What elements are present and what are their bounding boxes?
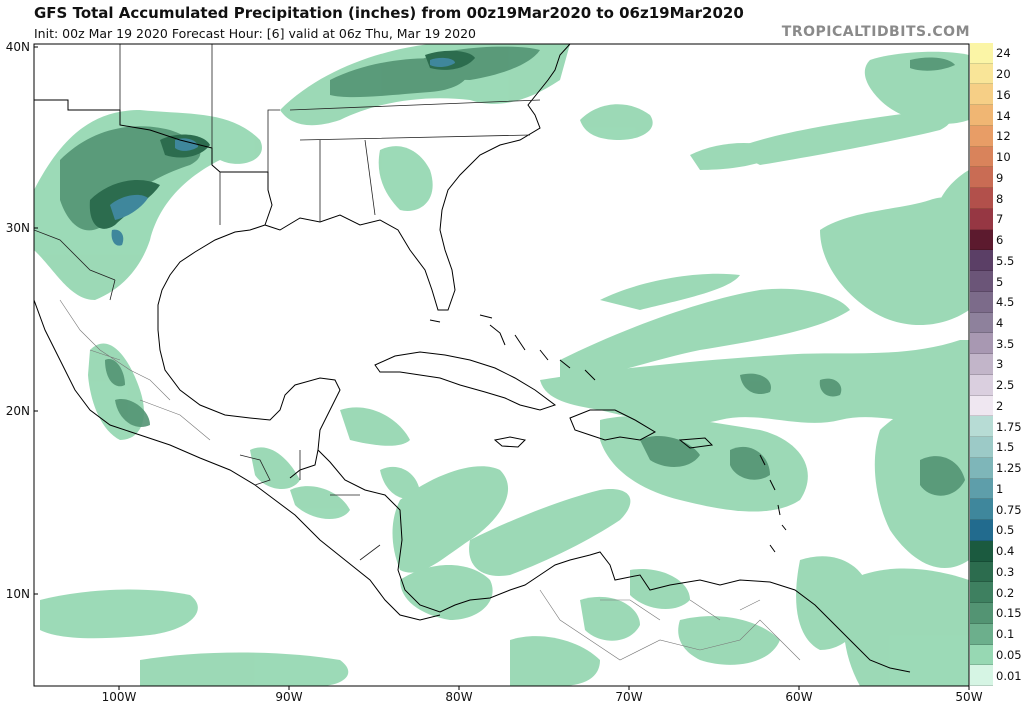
legend-entry: 5.5	[970, 250, 1024, 272]
legend-swatch	[970, 271, 993, 292]
legend-entry: 3	[970, 354, 1024, 375]
political-borders	[34, 44, 541, 561]
longitude-label: 100W	[102, 690, 137, 704]
legend-entry: 16	[970, 84, 1024, 106]
legend-swatch	[970, 84, 993, 106]
legend-entry: 3.5	[970, 333, 1024, 355]
legend-entry: 24	[970, 43, 1024, 64]
map-frame	[33, 43, 970, 687]
precipitation-layer	[34, 44, 969, 686]
legend-swatch	[970, 520, 993, 541]
longitude-label: 70W	[615, 690, 642, 704]
longitude-label: 60W	[785, 690, 812, 704]
legend-entry: 7	[970, 208, 1024, 230]
longitude-label: 90W	[275, 690, 302, 704]
legend-entry: 0.15	[970, 603, 1024, 624]
latitude-label: 30N	[6, 221, 30, 235]
legend-entry: 0.01	[970, 665, 1024, 686]
legend-swatch	[970, 457, 993, 479]
legend-swatch	[970, 312, 993, 334]
legend-swatch	[970, 125, 993, 147]
legend-swatch	[970, 354, 993, 375]
legend-swatch	[970, 499, 993, 521]
legend-entry: 0.3	[970, 561, 1024, 583]
legend-entry: 1.5	[970, 437, 1024, 458]
legend-entry: 1.75	[970, 416, 1024, 438]
map-subtitle: Init: 00z Mar 19 2020 Forecast Hour: [6]…	[34, 26, 477, 41]
interior-borders	[59, 299, 801, 661]
legend-entry: 1.25	[970, 457, 1024, 479]
legend-swatch	[970, 291, 993, 313]
legend-entry: 1	[970, 478, 1024, 500]
legend-entry: 0.1	[970, 623, 1024, 645]
legend-swatch	[970, 416, 993, 438]
latitude-label: 40N	[6, 40, 30, 54]
legend-swatch	[970, 105, 993, 126]
legend-swatch	[970, 395, 993, 417]
legend-swatch	[970, 644, 993, 666]
legend-swatch	[970, 188, 993, 209]
legend-swatch	[970, 229, 993, 251]
legend-entry: 2.5	[970, 374, 1024, 396]
legend-swatch	[970, 250, 993, 272]
legend-swatch	[970, 374, 993, 396]
longitude-label: 50W	[955, 690, 982, 704]
legend-swatch	[970, 43, 993, 64]
legend-swatch	[970, 333, 993, 355]
legend-entry: 20	[970, 63, 1024, 85]
legend-entry: 2	[970, 395, 1024, 417]
legend-swatch	[970, 63, 993, 85]
legend-entry: 8	[970, 188, 1024, 209]
legend-entry: 0.5	[970, 520, 1024, 541]
legend-entry: 10	[970, 146, 1024, 168]
legend-entry: 4	[970, 312, 1024, 334]
legend-entry: 0.4	[970, 540, 1024, 562]
legend-swatch	[970, 208, 993, 230]
legend-entry: 0.75	[970, 499, 1024, 521]
legend-swatch	[970, 437, 993, 458]
legend-entry: 12	[970, 125, 1024, 147]
latitude-label: 10N	[6, 587, 30, 601]
legend-entry: 4.5	[970, 291, 1024, 313]
legend-swatch	[970, 478, 993, 500]
legend-swatch	[970, 561, 993, 583]
longitude-label: 80W	[445, 690, 472, 704]
legend-entry: 0.2	[970, 582, 1024, 604]
legend-swatch	[970, 623, 993, 645]
legend-entry: 0.05	[970, 644, 1024, 666]
map-title: GFS Total Accumulated Precipitation (inc…	[34, 4, 744, 22]
legend-swatch	[970, 146, 993, 168]
legend-swatch	[970, 665, 993, 686]
legend-entry: 9	[970, 167, 1024, 189]
latitude-axis: 40N 30N 20N 10N	[6, 40, 38, 601]
latitude-label: 20N	[6, 404, 30, 418]
coastlines	[34, 44, 911, 673]
legend-swatch	[970, 167, 993, 189]
legend-entry: 5	[970, 271, 1024, 292]
legend-swatch	[970, 582, 993, 604]
site-watermark[interactable]: TROPICALTIDBITS.COM	[781, 24, 970, 40]
legend-entry: 6	[970, 229, 1024, 251]
legend-swatch	[970, 540, 993, 562]
legend-entry: 14	[970, 105, 1024, 126]
legend-swatch	[970, 603, 993, 624]
precipitation-legend: 24 20 16 14 12 10 9 8 7 6 5.5 5 4.5 4 3.5 3 2.5 2 1.75 1.5 1…	[970, 43, 1024, 686]
longitude-axis: 100W 90W 80W 70W 60W 50W	[102, 686, 983, 704]
